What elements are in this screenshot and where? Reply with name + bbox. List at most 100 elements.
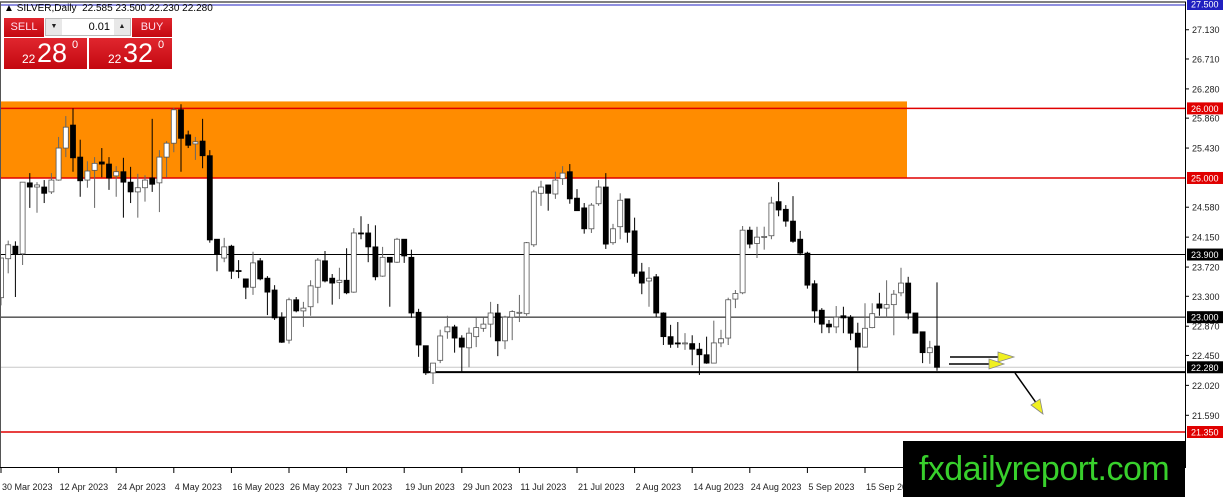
sell-price-button[interactable]: 22 28 0 bbox=[4, 38, 87, 69]
sell-button[interactable]: SELL bbox=[4, 18, 44, 37]
candle-body bbox=[746, 229, 753, 245]
sell-price-big: 28 bbox=[37, 38, 68, 68]
bullish-candle bbox=[5, 240, 12, 274]
candle-body bbox=[430, 362, 436, 374]
bullish-candle bbox=[754, 226, 760, 259]
sell-price-pip: 0 bbox=[72, 39, 79, 51]
bullish-candle bbox=[480, 317, 487, 332]
bullish-candle bbox=[588, 203, 595, 233]
bearish-candle bbox=[674, 322, 681, 348]
bullish-candle bbox=[646, 267, 652, 307]
candle-body bbox=[314, 259, 321, 288]
bearish-candle bbox=[451, 324, 458, 353]
bearish-candle bbox=[660, 312, 667, 346]
candle-body bbox=[300, 307, 307, 312]
bearish-candle bbox=[343, 248, 350, 295]
bearish-candle bbox=[401, 238, 408, 263]
x-tick-label: 7 Jun 2023 bbox=[348, 482, 393, 492]
candle-body bbox=[113, 171, 120, 177]
bullish-candle bbox=[314, 258, 321, 304]
bearish-candle bbox=[602, 173, 609, 249]
bearish-candle bbox=[185, 130, 192, 149]
buy-button[interactable]: BUY bbox=[132, 18, 172, 37]
candle-body bbox=[847, 316, 854, 334]
bullish-candle bbox=[718, 329, 724, 348]
bearish-candle bbox=[386, 256, 393, 307]
decrease-lot-icon[interactable]: ▼ bbox=[46, 19, 62, 35]
candle-body bbox=[768, 202, 775, 237]
candle-body bbox=[214, 238, 220, 255]
x-tick-label: 26 May 2023 bbox=[290, 482, 342, 492]
bullish-candle bbox=[192, 136, 199, 160]
bearish-candle bbox=[818, 308, 825, 334]
y-tick-label: 23.300 bbox=[1192, 292, 1220, 302]
candle-body bbox=[386, 256, 393, 263]
collapse-triangle-icon[interactable]: ▲ bbox=[4, 3, 17, 14]
candle-body bbox=[523, 242, 530, 315]
bullish-candle bbox=[538, 180, 544, 206]
candle-body bbox=[271, 289, 278, 319]
bearish-candle bbox=[494, 303, 501, 357]
candle-body bbox=[682, 342, 688, 345]
buy-price-button[interactable]: 22 32 0 bbox=[89, 38, 172, 69]
candle-body bbox=[5, 244, 12, 260]
candle-body bbox=[221, 246, 228, 259]
candle-body bbox=[934, 345, 940, 368]
bullish-candle bbox=[617, 193, 624, 240]
bearish-candle bbox=[70, 108, 76, 172]
bullish-candle bbox=[682, 333, 688, 350]
y-tick-label: 22.870 bbox=[1192, 322, 1220, 332]
candle-body bbox=[530, 191, 537, 246]
symbol-label: SILVER,Daily bbox=[16, 3, 77, 14]
candle-body bbox=[617, 199, 624, 228]
time-axis: 30 Mar 2023 12 Apr 2023 24 Apr 2023 4 May 2… bbox=[0, 468, 917, 492]
bullish-candle bbox=[890, 290, 897, 336]
bearish-candle bbox=[905, 276, 912, 320]
candle-body bbox=[674, 342, 681, 345]
bullish-candle bbox=[430, 362, 436, 384]
y-tick-label: 25.430 bbox=[1192, 144, 1220, 154]
candle-body bbox=[754, 236, 760, 244]
candle-body bbox=[235, 270, 242, 272]
bullish-candle bbox=[487, 301, 494, 338]
chart-title: ▲ SILVER,Daily 22.585 23.500 22.230 22.2… bbox=[4, 3, 213, 14]
bearish-candle bbox=[149, 118, 156, 192]
bullish-candle bbox=[307, 280, 314, 316]
candle-body bbox=[689, 343, 696, 350]
x-tick-label: 19 Jun 2023 bbox=[405, 482, 455, 492]
bearish-candle bbox=[271, 285, 278, 320]
candle-body bbox=[250, 262, 256, 288]
bullish-candle bbox=[516, 294, 523, 323]
bearish-candle bbox=[322, 251, 328, 283]
candle-body bbox=[610, 228, 616, 244]
candle-body bbox=[710, 342, 717, 364]
candle-body bbox=[437, 335, 444, 361]
candle-body bbox=[106, 163, 112, 179]
bullish-candle bbox=[350, 228, 357, 293]
candle-body bbox=[156, 156, 163, 184]
candle-body bbox=[487, 312, 494, 325]
level-price-badge bbox=[1187, 426, 1223, 438]
level-price-badge bbox=[1187, 0, 1223, 10]
lot-size-input[interactable]: 0.01 bbox=[88, 21, 110, 33]
bearish-candle bbox=[790, 196, 796, 243]
candle-body bbox=[26, 182, 33, 188]
x-tick-label: 12 Apr 2023 bbox=[60, 482, 109, 492]
x-tick-label: 15 Sep 2023 bbox=[866, 482, 917, 492]
level-price-badge bbox=[1187, 102, 1223, 115]
x-tick-label: 16 May 2023 bbox=[232, 482, 284, 492]
candle-body bbox=[293, 299, 300, 312]
candle-body bbox=[653, 276, 660, 314]
candle-body bbox=[480, 323, 487, 329]
candle-body bbox=[307, 285, 314, 308]
bullish-candle bbox=[163, 141, 170, 178]
bullish-candle bbox=[142, 175, 148, 202]
bullish-candle bbox=[170, 107, 177, 153]
increase-lot-icon[interactable]: ▲ bbox=[114, 19, 130, 35]
lot-size-stepper[interactable]: ▼ 0.01 ▲ bbox=[45, 18, 131, 36]
bullish-candle bbox=[466, 327, 472, 368]
candle-body bbox=[538, 186, 544, 194]
level-price-label: 23.900 bbox=[1191, 250, 1219, 260]
candle-body bbox=[883, 304, 890, 309]
